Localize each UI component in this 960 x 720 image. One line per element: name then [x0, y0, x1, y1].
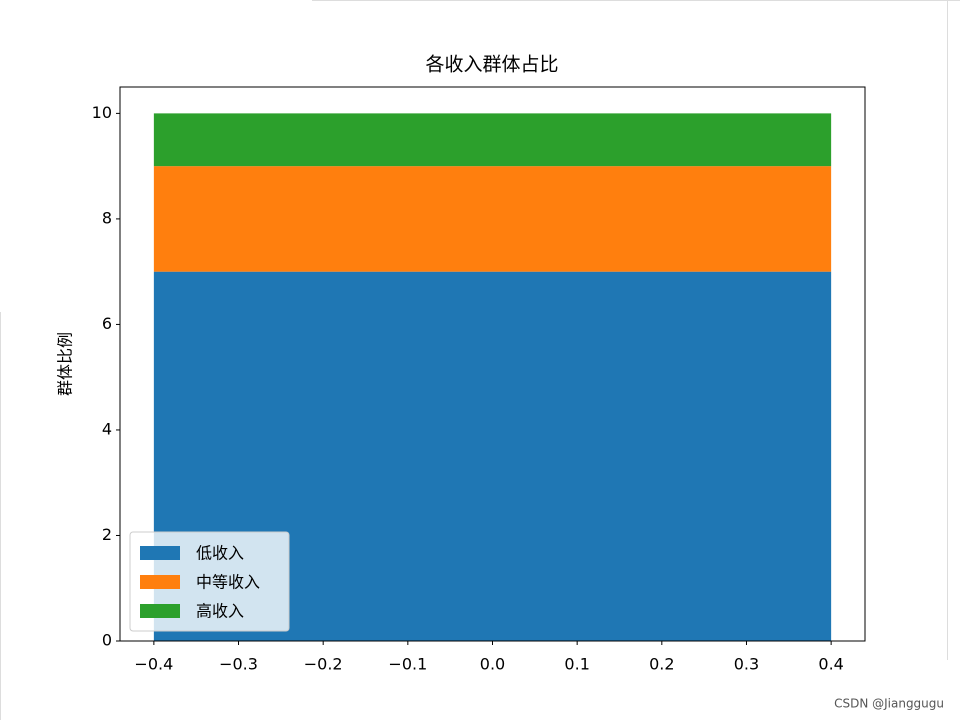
y-tick-label: 0 [102, 631, 112, 650]
x-tick-label: 0.4 [818, 655, 843, 674]
x-tick-label: 0.2 [649, 655, 674, 674]
chart-title: 各收入群体占比 [425, 54, 558, 76]
x-tick-label: −0.2 [304, 655, 343, 674]
y-tick-label: 6 [102, 314, 112, 333]
legend-swatch [140, 546, 180, 560]
legend-label: 高收入 [196, 602, 244, 621]
y-tick-label: 10 [92, 103, 112, 122]
x-tick-label: 0.3 [734, 655, 759, 674]
y-tick-label: 8 [102, 208, 112, 227]
legend-label: 中等收入 [196, 573, 260, 592]
x-tick-label: −0.3 [219, 655, 258, 674]
legend-swatch [140, 575, 180, 589]
x-tick-label: −0.1 [388, 655, 427, 674]
legend-swatch [140, 604, 180, 618]
bar-segment [153, 166, 832, 272]
x-tick-label: −0.4 [134, 655, 173, 674]
y-tick-label: 4 [102, 419, 112, 438]
legend-label: 低收入 [196, 544, 244, 563]
watermark: CSDN @Jianggugu [834, 697, 944, 711]
x-tick-label: 0.1 [564, 655, 589, 674]
y-axis-label: 群体比例 [56, 332, 75, 396]
x-tick-label: 0.0 [480, 655, 505, 674]
y-tick-label: 2 [102, 525, 112, 544]
bar-segment [153, 113, 832, 167]
